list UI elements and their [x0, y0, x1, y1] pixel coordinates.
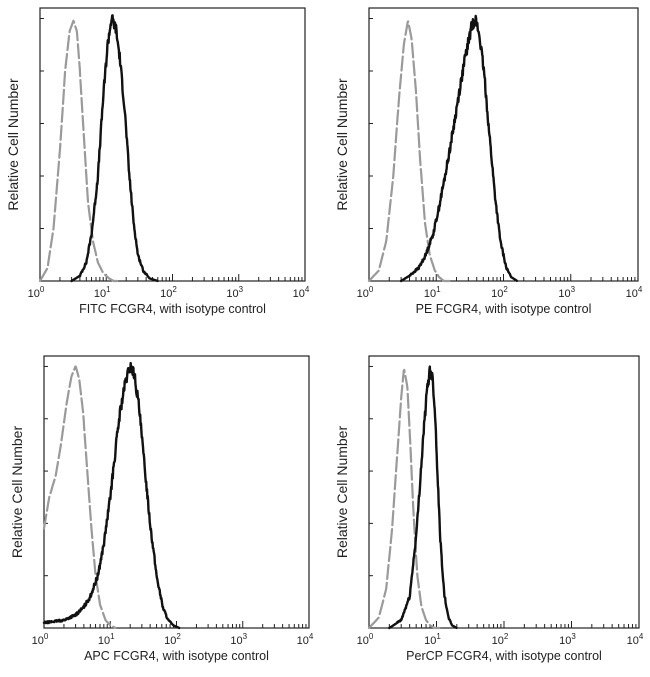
x-tick-label: 100 — [32, 632, 49, 647]
x-tick-label: 104 — [627, 632, 644, 647]
isotype-control-curve — [367, 368, 441, 630]
x-tick-label: 104 — [626, 285, 643, 300]
histogram-panel-4: 100 101 102 103 104 PerCP FCGR4, with isotype… — [334, 355, 644, 663]
x-tick-label: 102 — [491, 285, 508, 300]
isotype-control-curve — [38, 19, 121, 283]
isotype-control-curve — [42, 365, 117, 629]
x-tick-label: 103 — [558, 285, 575, 300]
plot-frame — [368, 7, 639, 282]
y-axis-label: Relative Cell Number — [334, 78, 350, 211]
plot-frame — [43, 355, 310, 629]
sample-histogram-curve — [399, 14, 519, 283]
x-tick-label: 102 — [164, 632, 181, 647]
x-axis-label: FITC FCGR4, with isotype control — [79, 302, 266, 316]
x-axis-label: APC FCGR4, with isotype control — [84, 649, 269, 663]
x-tick-label: 100 — [357, 285, 374, 300]
histogram-panel-1: 100 101 102 103 104 FITC FCGR4, with isotype … — [5, 7, 310, 316]
y-axis-label: Relative Cell Number — [9, 426, 25, 559]
plot-frame — [39, 7, 306, 282]
x-tick-label: 101 — [94, 285, 111, 300]
plot-frame — [368, 355, 640, 629]
sample-histogram-curve — [70, 14, 159, 283]
x-tick-label: 102 — [492, 632, 509, 647]
histogram-panel-2: 100 101 102 103 104 PE FCGR4, with isotype co… — [334, 7, 643, 316]
x-axis-label: PE FCGR4, with isotype control — [416, 302, 592, 316]
x-axis-label: PerCP FCGR4, with isotype control — [406, 649, 602, 663]
x-tick-label: 103 — [226, 285, 243, 300]
x-tick-label: 100 — [28, 285, 45, 300]
sample-histogram-curve — [388, 365, 458, 630]
x-tick-label: 100 — [357, 632, 374, 647]
x-tick-label: 102 — [160, 285, 177, 300]
x-tick-label: 104 — [293, 285, 310, 300]
isotype-control-curve — [367, 20, 451, 283]
y-axis-label: Relative Cell Number — [334, 426, 350, 559]
histogram-panel-3: 100 101 102 103 104 APC FCGR4, with isotype c… — [9, 355, 314, 663]
x-tick-label: 103 — [230, 632, 247, 647]
x-tick-label: 101 — [424, 632, 441, 647]
y-axis-label: Relative Cell Number — [5, 78, 21, 211]
x-tick-label: 101 — [98, 632, 115, 647]
x-tick-label: 103 — [559, 632, 576, 647]
x-tick-label: 101 — [424, 285, 441, 300]
x-tick-label: 104 — [297, 632, 314, 647]
sample-histogram-curve — [42, 361, 181, 630]
